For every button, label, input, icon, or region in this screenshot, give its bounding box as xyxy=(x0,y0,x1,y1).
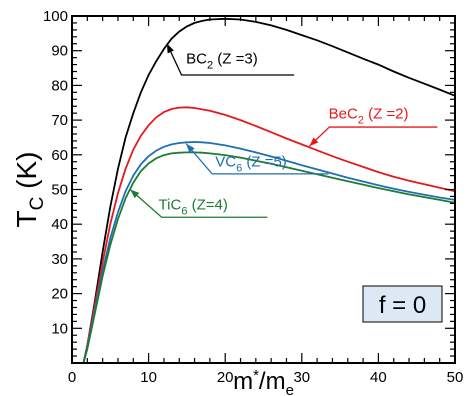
series-label-main: BeC xyxy=(329,106,358,123)
series-line-1 xyxy=(82,106,456,364)
y-tick-label: 80 xyxy=(51,77,68,94)
series-label-rest: (Z =5) xyxy=(242,154,287,171)
annotation-arrow-3 xyxy=(130,189,140,199)
annotation-arrow-1 xyxy=(309,137,319,147)
series-layer xyxy=(82,17,456,364)
y-title-sub: C xyxy=(27,197,48,211)
series-label-rest: (Z =2) xyxy=(364,106,409,123)
y-tick-label: 30 xyxy=(51,251,68,268)
plot-frame xyxy=(71,15,456,364)
annotation-arrow-2 xyxy=(186,143,195,153)
y-tick-label: 90 xyxy=(51,43,68,60)
series-label-sub: 2 xyxy=(358,115,364,127)
annotation-line-3 xyxy=(129,189,268,218)
x-tick-label: 30 xyxy=(293,369,310,386)
series-line-0 xyxy=(82,17,456,364)
y-tick-label: 70 xyxy=(51,112,68,129)
series-label-sub: 2 xyxy=(207,60,213,72)
series-label-0: BC2 (Z =3) xyxy=(186,51,258,72)
y-tick-label: 50 xyxy=(51,182,68,199)
y-title-main: T xyxy=(11,210,42,227)
series-label-main: VC xyxy=(215,154,236,171)
series-label-2: VC6 (Z =5) xyxy=(215,154,287,175)
annotation-line-0 xyxy=(166,43,295,76)
y-tick-label: 60 xyxy=(51,147,68,164)
series-label-sub: 6 xyxy=(236,163,242,175)
x-axis-title: m*/me xyxy=(233,367,294,396)
annotation-line-1 xyxy=(309,126,438,147)
x-title-rest: /m xyxy=(259,368,286,395)
x-title-sup: * xyxy=(253,367,259,384)
annotation-line-2 xyxy=(185,143,329,175)
y-tick-label: 40 xyxy=(51,216,68,233)
series-label-sub: 6 xyxy=(181,206,187,218)
series-line-3 xyxy=(82,151,456,364)
f-box: f = 0 xyxy=(362,285,443,323)
y-title-rest: (K) xyxy=(11,152,42,197)
series-label-1: BeC2 (Z =2) xyxy=(329,106,409,127)
series-label-3: TiC6 (Z=4) xyxy=(159,197,228,218)
series-label-rest: (Z =3) xyxy=(213,51,258,68)
x-tick-label: 40 xyxy=(370,369,387,386)
tick-layer: 0 10 20 30 40 50 10 20 30 40 50 60 70 80 90 100 xyxy=(43,8,463,386)
x-tick-label: 50 xyxy=(447,369,464,386)
x-title-main: m xyxy=(233,368,253,395)
x-tick-label: 20 xyxy=(217,369,234,386)
annotation-layer: BC2 (Z =3)BeC2 (Z =2)VC6 (Z =5)TiC6 (Z=4… xyxy=(129,43,438,218)
f-box-text: f = 0 xyxy=(379,292,426,319)
series-line-2 xyxy=(82,141,456,364)
series-label-main: BC xyxy=(186,51,207,68)
x-tick-label: 10 xyxy=(140,369,157,386)
annotation-arrow-0 xyxy=(166,43,174,54)
series-label-main: TiC xyxy=(159,197,182,214)
f-box-background xyxy=(362,285,443,323)
series-label-rest: (Z=4) xyxy=(187,197,227,214)
y-tick-label: 20 xyxy=(51,286,68,303)
y-tick-label: 100 xyxy=(43,8,68,25)
x-tick-label: 0 xyxy=(68,369,76,386)
x-title-sub: e xyxy=(286,382,294,396)
y-axis-title: TC (K) xyxy=(11,152,48,228)
y-tick-label: 10 xyxy=(51,320,68,337)
